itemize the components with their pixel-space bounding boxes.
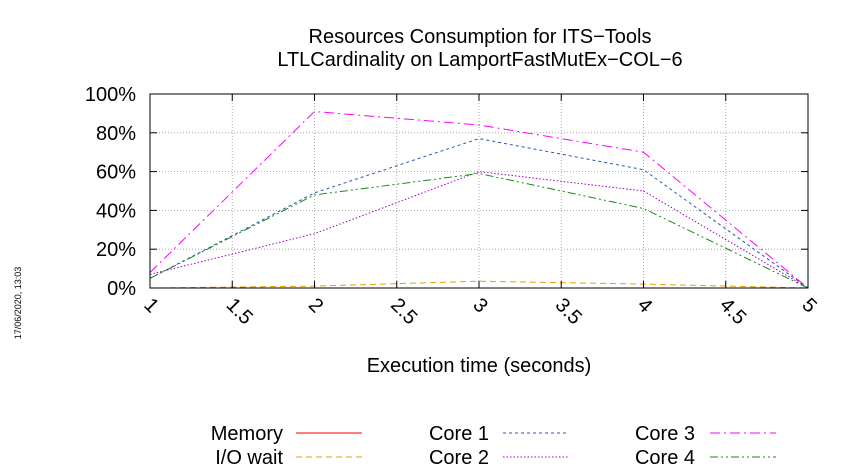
x-tick-label: 2.5 [386, 294, 421, 329]
y-tick-label: 20% [96, 239, 136, 261]
timestamp: 17/06/2020, 13:03 [13, 267, 23, 340]
series-line-core-4 [149, 172, 809, 289]
axes: 0% 20% 40% 60% 80% 100% 1 1.5 2 2.5 3 3.5 4 4.5 5 [85, 84, 821, 329]
y-tick-label: 60% [96, 162, 136, 184]
y-tick-label: 40% [96, 200, 136, 222]
x-tick-label: 1.5 [222, 294, 257, 329]
chart-title: Resources Consumption for ITS−Tools [309, 26, 652, 48]
x-tick-label: 4 [633, 294, 656, 317]
x-tick-label: 3 [468, 294, 491, 317]
y-tick-label: 80% [96, 123, 136, 145]
y-tick-label: 100% [85, 84, 136, 106]
legend-label: Core 2 [429, 447, 489, 469]
legend-label: Core 3 [635, 423, 695, 445]
legend-label: Core 1 [429, 423, 489, 445]
x-tick-label: 1 [139, 294, 162, 317]
y-tick-label: 0% [107, 278, 136, 300]
x-tick-label: 3.5 [551, 294, 586, 329]
x-tick-label: 4.5 [715, 294, 750, 329]
legend-label: Memory [211, 423, 283, 445]
x-axis-label: Execution time (seconds) [367, 355, 592, 377]
legend-label: Core 4 [635, 447, 695, 469]
chart-subtitle: LTLCardinality on LamportFastMutEx−COL−6 [277, 49, 682, 71]
x-tick-label: 5 [797, 294, 820, 317]
series-line-core-2 [149, 171, 809, 289]
series-line-core-3 [149, 110, 809, 289]
x-tick-label: 2 [304, 294, 327, 317]
legend-label: I/O wait [215, 447, 283, 469]
grid [150, 94, 808, 288]
